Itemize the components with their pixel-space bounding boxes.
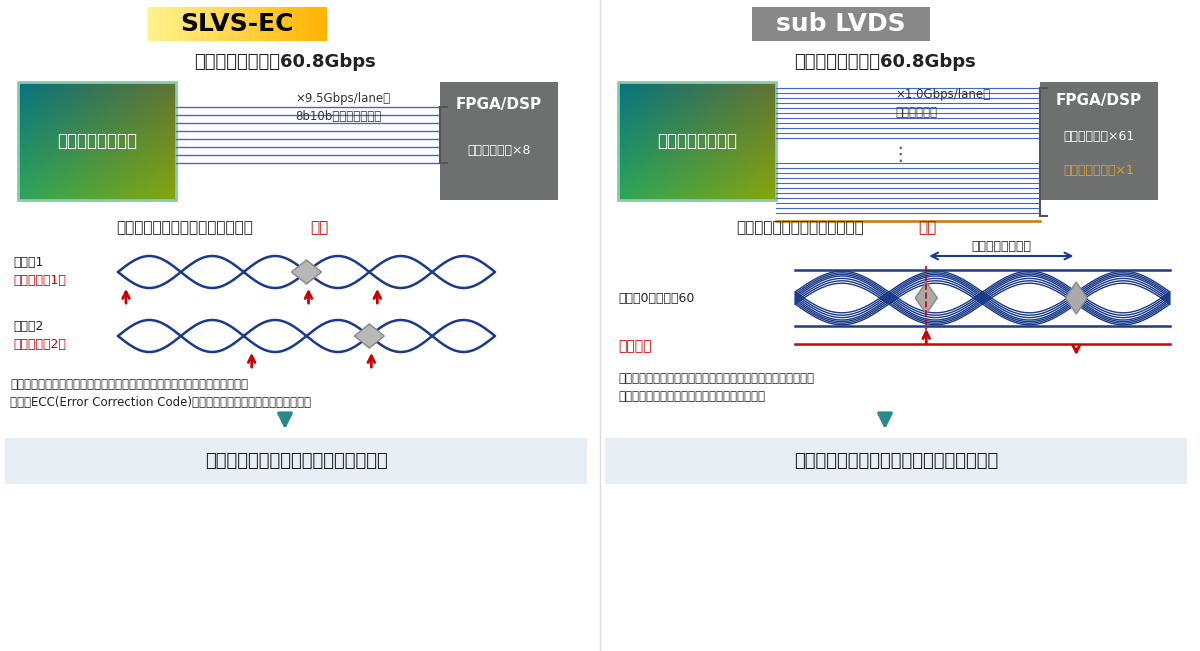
FancyBboxPatch shape — [290, 7, 298, 41]
Text: ×9.5Gbps/lane、
8b10bで使用した場合: ×9.5Gbps/lane、 8b10bで使用した場合 — [295, 92, 390, 123]
Text: ・高速化に不向き　・パッケージの大型化: ・高速化に不向き ・パッケージの大型化 — [794, 452, 998, 470]
FancyBboxPatch shape — [172, 7, 179, 41]
Text: クロック: クロック — [618, 339, 652, 353]
Text: 不要: 不要 — [310, 221, 329, 236]
FancyBboxPatch shape — [308, 7, 316, 41]
FancyBboxPatch shape — [166, 7, 173, 41]
FancyBboxPatch shape — [226, 7, 232, 41]
FancyBboxPatch shape — [154, 7, 161, 41]
Text: 実効データレート60.8Gbps: 実効データレート60.8Gbps — [194, 53, 376, 71]
FancyBboxPatch shape — [208, 7, 215, 41]
Text: イメージセンサー: イメージセンサー — [58, 132, 137, 150]
Text: FPGA/DSP: FPGA/DSP — [456, 96, 542, 111]
FancyBboxPatch shape — [302, 7, 310, 41]
FancyBboxPatch shape — [272, 7, 280, 41]
FancyBboxPatch shape — [266, 7, 274, 41]
FancyBboxPatch shape — [260, 7, 268, 41]
FancyBboxPatch shape — [278, 7, 286, 41]
FancyBboxPatch shape — [220, 7, 226, 41]
Text: また、ECC(Error Correction Code)オプションによりエラー訂正も可能。: また、ECC(Error Correction Code)オプションによりエラー… — [10, 396, 311, 409]
Text: データ1: データ1 — [13, 256, 43, 270]
Text: ・伝送路設計が容易　・高速化に最適: ・伝送路設計が容易 ・高速化に最適 — [205, 452, 388, 470]
FancyBboxPatch shape — [214, 7, 221, 41]
FancyBboxPatch shape — [248, 7, 256, 41]
Text: sub LVDS: sub LVDS — [776, 12, 906, 36]
Text: ソースシンクロナス：等長配線: ソースシンクロナス：等長配線 — [736, 221, 864, 236]
FancyBboxPatch shape — [320, 7, 326, 41]
Polygon shape — [1066, 282, 1087, 314]
Text: SLVS-EC: SLVS-EC — [180, 12, 294, 36]
FancyBboxPatch shape — [314, 7, 322, 41]
Text: レーン間スキューを抑制する等長配線が必要。: レーン間スキューを抑制する等長配線が必要。 — [618, 390, 766, 403]
Text: エンベデッドクロック：等長配線: エンベデッドクロック：等長配線 — [116, 221, 253, 236]
FancyBboxPatch shape — [440, 82, 558, 200]
FancyBboxPatch shape — [238, 7, 244, 41]
FancyBboxPatch shape — [284, 7, 292, 41]
Text: データ2: データ2 — [13, 320, 43, 333]
Text: イメージセンサー: イメージセンサー — [658, 132, 737, 150]
Text: 全レーンのデータを一つのクロックで同期して受信するため、: 全レーンのデータを一つのクロックで同期して受信するため、 — [618, 372, 814, 385]
FancyBboxPatch shape — [190, 7, 197, 41]
FancyBboxPatch shape — [254, 7, 262, 41]
FancyBboxPatch shape — [296, 7, 304, 41]
FancyBboxPatch shape — [178, 7, 185, 41]
Text: データ0～データ60: データ0～データ60 — [618, 292, 695, 305]
FancyBboxPatch shape — [196, 7, 203, 41]
FancyBboxPatch shape — [1040, 82, 1158, 200]
Polygon shape — [354, 324, 384, 348]
Text: クロックレーン×1: クロックレーン×1 — [1063, 163, 1134, 176]
FancyBboxPatch shape — [5, 438, 587, 484]
FancyBboxPatch shape — [605, 438, 1187, 484]
FancyBboxPatch shape — [184, 7, 191, 41]
Text: レーン間スキュー: レーン間スキュー — [971, 240, 1031, 253]
Text: 実効データレート60.8Gbps: 実効データレート60.8Gbps — [794, 53, 976, 71]
FancyBboxPatch shape — [160, 7, 167, 41]
FancyBboxPatch shape — [242, 7, 250, 41]
Text: FPGA/DSP: FPGA/DSP — [1056, 92, 1142, 107]
FancyBboxPatch shape — [148, 7, 155, 41]
Text: ⋮: ⋮ — [890, 146, 910, 165]
Text: データレーン×8: データレーン×8 — [467, 143, 530, 156]
FancyBboxPatch shape — [202, 7, 209, 41]
Polygon shape — [916, 282, 937, 314]
Text: ×1.0Gbps/laneで
使用した場合: ×1.0Gbps/laneで 使用した場合 — [895, 88, 990, 119]
Text: データレーン×61: データレーン×61 — [1063, 130, 1135, 143]
Text: （クロック1）: （クロック1） — [13, 275, 66, 288]
Text: （クロック2）: （クロック2） — [13, 339, 66, 352]
Text: 必要: 必要 — [918, 221, 936, 236]
FancyBboxPatch shape — [232, 7, 238, 41]
Polygon shape — [292, 260, 322, 284]
Text: データにクロックが埋め込まれているため、レーン間スキュー調整は不要。: データにクロックが埋め込まれているため、レーン間スキュー調整は不要。 — [10, 378, 248, 391]
FancyBboxPatch shape — [752, 7, 930, 41]
